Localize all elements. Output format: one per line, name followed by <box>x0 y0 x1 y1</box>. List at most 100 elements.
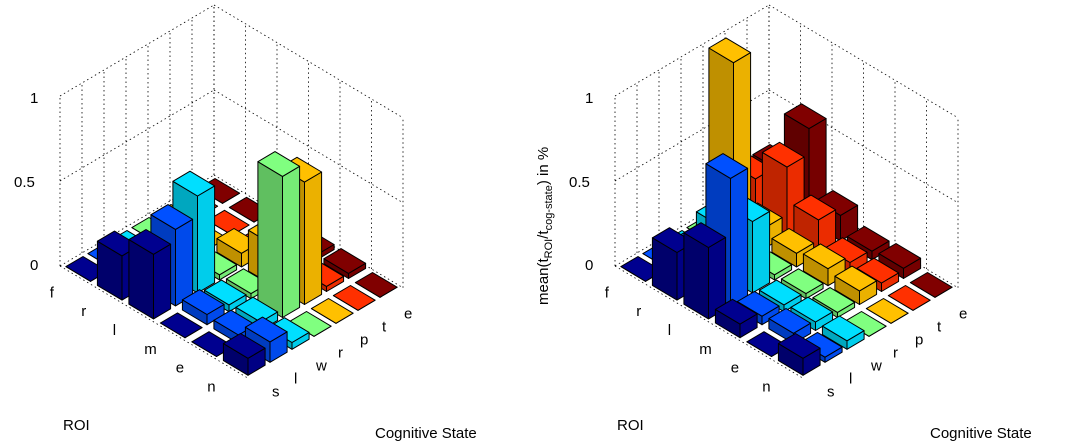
bar-face-front <box>730 167 749 307</box>
bar-n-w <box>821 315 865 350</box>
z-tick-label: 0 <box>585 257 593 274</box>
state-tick-label: t <box>382 318 387 335</box>
bar-face-top <box>812 287 856 313</box>
bar-face-top <box>802 243 846 270</box>
roi-tick-label: r <box>81 303 86 320</box>
grid-line <box>59 89 215 182</box>
grid-line <box>614 265 805 380</box>
bar-l-s <box>128 229 172 320</box>
bar-n-e <box>909 272 953 298</box>
roi-tick-label: r <box>636 303 641 320</box>
bar-m-p <box>802 243 846 287</box>
bar-face-top <box>771 228 815 254</box>
bar-face-top <box>310 298 354 324</box>
bar-face-top <box>235 296 279 323</box>
state-axis-title: Cognitive State <box>375 425 477 441</box>
bar-face-top <box>865 298 909 324</box>
grid-line <box>213 174 404 289</box>
bar-face-top <box>206 209 250 236</box>
bar-n-e <box>354 272 398 298</box>
state-tick-label: e <box>959 305 967 322</box>
bar-n-p <box>865 298 909 324</box>
bar-m-l <box>181 289 225 326</box>
state-tick-label: p <box>915 331 923 348</box>
roi-tick-label: e <box>731 360 739 377</box>
state-tick-label: l <box>294 370 297 387</box>
bar-e-r <box>257 151 301 318</box>
bar-n-t <box>887 285 931 311</box>
bar-face-top <box>181 289 225 315</box>
bar-n-s <box>777 333 821 376</box>
roi-tick-label: n <box>762 378 770 395</box>
bar-face-side <box>257 161 283 318</box>
bar-face-front <box>282 165 301 318</box>
bar-face-top <box>846 225 890 252</box>
bar-face-top <box>909 272 953 298</box>
grid-line <box>213 4 404 119</box>
bar-face-top <box>821 315 865 342</box>
bar-e-e <box>323 248 367 279</box>
state-tick-label: l <box>849 370 852 387</box>
bar-face-top <box>761 141 805 168</box>
roi-tick-label: f <box>605 284 610 301</box>
state-tick-label: t <box>937 318 942 335</box>
roi-tick-label: l <box>113 322 116 339</box>
bar-l-s <box>683 222 727 320</box>
bar-face-top <box>758 279 802 306</box>
state-axis-title: Cognitive State <box>930 425 1032 441</box>
bar-face-top <box>793 194 837 221</box>
bar-face-front <box>175 218 194 307</box>
state-tick-label: w <box>870 357 882 374</box>
bar-l-p <box>771 228 815 268</box>
z-axis-title: mean(tROI/tcog-state) in % <box>535 147 555 305</box>
roi-tick-label: n <box>207 378 215 395</box>
roi-tick-label: f <box>50 284 55 301</box>
roi-tick-label: m <box>699 341 712 358</box>
bar-face-top <box>708 37 752 64</box>
bar-face-top <box>790 296 834 323</box>
bar-face-front <box>197 185 216 294</box>
roi-tick-label: m <box>144 341 157 358</box>
chart-right: 1 0.5 0 ROI Cognitive State mean(tROI/tc… <box>535 4 1032 441</box>
z-tick-label: 0 <box>30 257 38 274</box>
bar-face-top <box>203 279 247 306</box>
bar-face-top <box>257 151 301 177</box>
state-tick-label: w <box>315 357 327 374</box>
state-tick-label: r <box>893 344 898 361</box>
bar-face-top <box>777 333 821 359</box>
bars <box>65 151 398 376</box>
bar-face-top <box>683 222 727 248</box>
grid-line <box>59 265 250 380</box>
bar-n-s <box>222 333 266 376</box>
bar-face-top <box>856 257 900 284</box>
grid-line <box>213 89 404 204</box>
bar-face-front <box>153 243 172 320</box>
roi-tick-label: l <box>668 322 671 339</box>
z-tick-label: 1 <box>30 90 38 107</box>
state-tick-label: r <box>338 344 343 361</box>
bar-m-s <box>159 312 203 339</box>
bar-face-top <box>222 333 266 359</box>
bar-face-top <box>780 268 824 295</box>
bar-face-top <box>714 298 758 325</box>
bar-face-top <box>159 312 203 339</box>
bar-face-top <box>244 316 288 343</box>
grid-line <box>59 4 215 97</box>
bar-face-top <box>736 290 780 317</box>
bar-face-top <box>705 153 749 179</box>
bar-face-top <box>834 265 878 292</box>
state-tick-label: s <box>272 383 280 400</box>
bar-n-t <box>332 285 376 311</box>
bar-n-p <box>310 298 354 324</box>
state-tick-label: s <box>827 383 835 400</box>
bar-face-top <box>323 248 367 274</box>
bar-face-top <box>887 285 931 311</box>
z-tick-label: 0.5 <box>569 174 590 191</box>
grid-line <box>768 4 959 119</box>
roi-axis-title: ROI <box>63 417 90 434</box>
bar-face-front <box>752 210 771 294</box>
bar-face-top <box>332 285 376 311</box>
bar-face-top <box>354 272 398 298</box>
